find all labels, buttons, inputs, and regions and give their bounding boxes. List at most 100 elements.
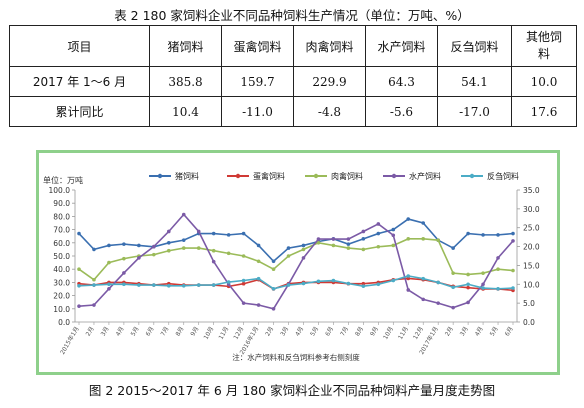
x-axis-tick-label: 5月 — [130, 326, 141, 338]
series-point-0 — [451, 246, 455, 250]
x-axis-tick-label: 10月 — [203, 326, 216, 341]
legend-marker-1 — [235, 173, 241, 179]
series-point-3 — [376, 222, 381, 226]
series-point-3 — [152, 244, 156, 249]
table-cell: -11.0 — [221, 96, 294, 127]
series-point-2 — [271, 267, 276, 271]
series-point-0 — [511, 231, 515, 236]
series-point-0 — [346, 242, 351, 246]
series-point-3 — [361, 229, 366, 234]
series-point-2 — [316, 241, 321, 245]
series-point-0 — [301, 243, 306, 248]
x-axis-tick-label: 5月 — [309, 326, 320, 338]
x-axis-tick-label: 6月 — [504, 326, 515, 338]
header-pig-feed: 猪饲料 — [149, 25, 222, 67]
series-point-0 — [391, 227, 396, 232]
x-axis-tick-label: 7月 — [160, 326, 171, 338]
right-axis-tick-label: 25.0 — [523, 224, 540, 233]
series-point-3 — [391, 233, 396, 238]
row-label: 2017 年 1～6 月 — [9, 66, 150, 97]
x-axis-tick-label: 4月 — [294, 326, 305, 338]
right-axis-tick-label: 5.0 — [523, 299, 535, 308]
series-point-0 — [181, 238, 186, 242]
legend-marker-4 — [469, 173, 475, 179]
production-table: 项目 猪饲料 蛋禽饲料 肉禽饲料 水产饲料 反刍饲料 其他饲料 2017 年 1… — [9, 25, 577, 127]
series-point-2 — [451, 271, 455, 275]
left-axis-tick-label: 30.0 — [53, 278, 70, 287]
x-axis-tick-label: 2015年1月 — [58, 325, 80, 356]
series-point-3 — [181, 212, 186, 217]
x-axis-tick-label: 10月 — [382, 326, 395, 341]
legend-label-0: 猪饲料 — [175, 171, 199, 181]
series-point-2 — [331, 243, 336, 248]
x-axis-tick-label: 7月 — [339, 326, 350, 338]
legend-label-4: 反刍饲料 — [487, 171, 519, 181]
series-point-2 — [92, 277, 96, 282]
table-cell: 10.0 — [511, 66, 577, 97]
series-point-4 — [107, 282, 111, 287]
series-point-3 — [421, 297, 426, 302]
series-point-3 — [241, 301, 246, 305]
series-point-2 — [181, 246, 186, 250]
right-axis-tick-label: 10.0 — [523, 280, 540, 289]
table-cell: 385.8 — [149, 66, 222, 97]
series-point-2 — [421, 237, 426, 241]
series-point-4 — [331, 278, 336, 283]
feed-output-line-chart: 单位：万吨 0.0 10.0 20.0 30.0 40.0 50.0 60.0 70.0 80.0… — [43, 171, 540, 362]
left-axis-tick-label: 90.0 — [53, 199, 70, 208]
series-point-0 — [211, 231, 216, 236]
series-point-4 — [376, 282, 381, 287]
series-point-0 — [406, 217, 411, 221]
series-point-3 — [77, 304, 81, 308]
series-point-2 — [256, 259, 261, 264]
series-point-3 — [406, 288, 411, 292]
left-axis-tick-label: 80.0 — [53, 212, 70, 221]
left-axis-tick-label: 40.0 — [53, 265, 70, 274]
series-point-2 — [196, 246, 201, 250]
x-axis-tick-label: 12月 — [232, 326, 245, 341]
chart-frame: 单位：万吨 0.0 10.0 20.0 30.0 40.0 50.0 60.0 70.0 80.0… — [36, 150, 560, 375]
series-point-2 — [226, 251, 231, 256]
series-point-0 — [241, 231, 246, 236]
series-point-2 — [361, 247, 366, 252]
figure-caption: 图 2 2015～2017 年 6 月 180 家饲料企业不同品种饲料产量月度走… — [88, 383, 496, 398]
table-cell: -5.6 — [365, 96, 438, 127]
series-point-4 — [211, 283, 216, 287]
series-point-3 — [436, 301, 440, 305]
x-axis-tick-label: 11月 — [397, 326, 410, 341]
table-cell: 64.3 — [365, 66, 438, 97]
left-axis-tick-label: 50.0 — [53, 252, 70, 261]
series-point-0 — [271, 259, 276, 264]
series-point-4 — [137, 283, 141, 287]
table-cell: 159.7 — [221, 66, 294, 97]
series-point-4 — [286, 283, 291, 287]
header-other-feed: 其他饲料 — [511, 25, 577, 67]
series-point-4 — [361, 284, 366, 288]
x-axis-tick-label: 6月 — [145, 326, 156, 338]
x-axis-tick-label: 5月 — [489, 326, 500, 338]
left-axis-tick-label: 60.0 — [53, 239, 70, 248]
series-point-4 — [466, 282, 470, 287]
series-point-0 — [286, 246, 291, 250]
x-axis-tick-label: 4月 — [115, 326, 126, 338]
table-row: 2017 年 1～6 月 385.8 159.7 229.9 64.3 54.1… — [9, 66, 577, 97]
x-axis-tick-label: 8月 — [354, 326, 365, 338]
series-point-4 — [481, 286, 485, 290]
header-item: 项目 — [9, 25, 150, 67]
x-axis-tick-label: 8月 — [175, 326, 186, 338]
table-cell: 229.9 — [293, 66, 366, 97]
series-point-4 — [256, 276, 261, 281]
series-point-3 — [166, 229, 171, 234]
x-axis-tick-label: 12月 — [412, 326, 425, 341]
table-row: 累计同比 10.4 -11.0 -4.8 -5.6 -17.0 17.6 — [9, 96, 577, 127]
series-point-2 — [511, 268, 515, 273]
series-line-0 — [78, 218, 514, 263]
header-meat-poultry-feed: 肉禽饲料 — [293, 25, 366, 67]
series-point-2 — [286, 254, 291, 258]
series-point-1 — [241, 281, 246, 286]
series-point-3 — [256, 303, 261, 307]
series-point-2 — [152, 252, 156, 257]
series-point-2 — [346, 246, 351, 250]
series-point-2 — [301, 247, 306, 252]
x-axis-tick-label: 3月 — [100, 326, 111, 338]
